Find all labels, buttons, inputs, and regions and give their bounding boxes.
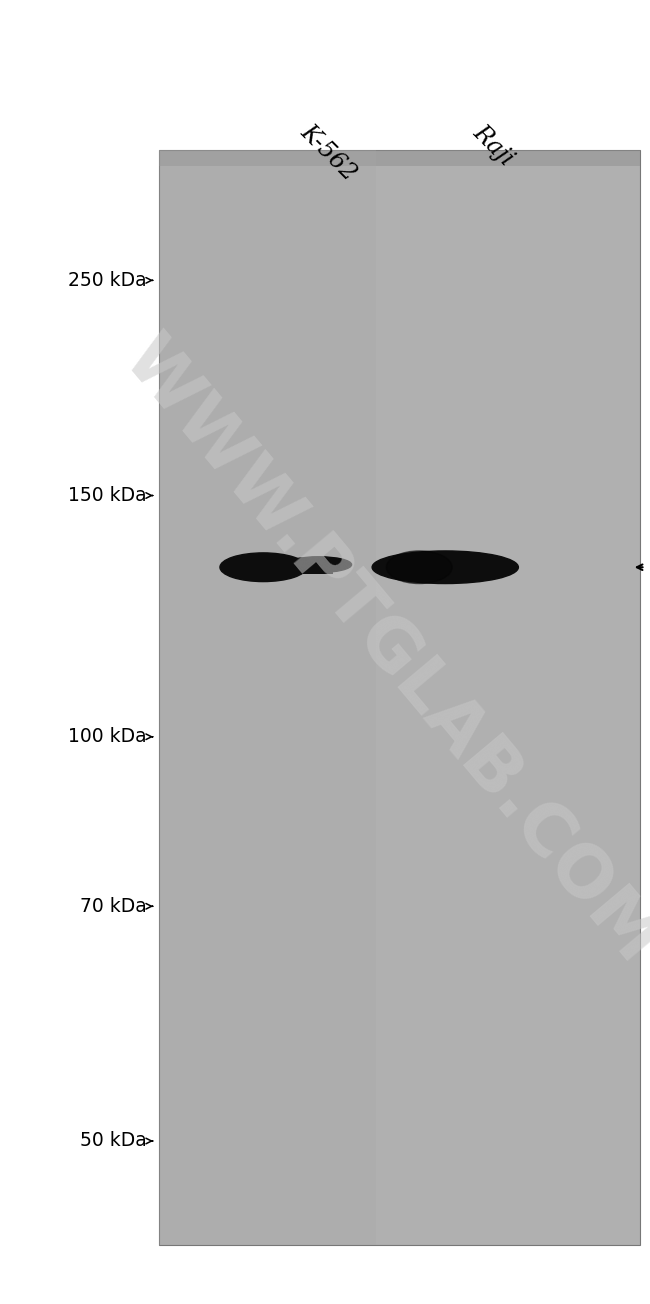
Bar	[297, 561, 333, 574]
Ellipse shape	[372, 550, 519, 584]
Text: K-562: K-562	[296, 121, 361, 185]
Text: 70 kDa: 70 kDa	[79, 897, 146, 915]
Ellipse shape	[386, 550, 452, 584]
Text: WWW.PTGLAB.COM: WWW.PTGLAB.COM	[109, 326, 650, 978]
Text: Raji: Raji	[468, 121, 517, 171]
Text: 150 kDa: 150 kDa	[68, 486, 146, 505]
Text: 250 kDa: 250 kDa	[68, 271, 146, 289]
Bar	[159, 150, 376, 1245]
Ellipse shape	[285, 557, 352, 572]
Text: 50 kDa: 50 kDa	[79, 1132, 146, 1150]
Ellipse shape	[220, 553, 307, 582]
Bar	[159, 150, 640, 166]
Bar	[159, 150, 640, 1245]
Text: 100 kDa: 100 kDa	[68, 728, 146, 746]
